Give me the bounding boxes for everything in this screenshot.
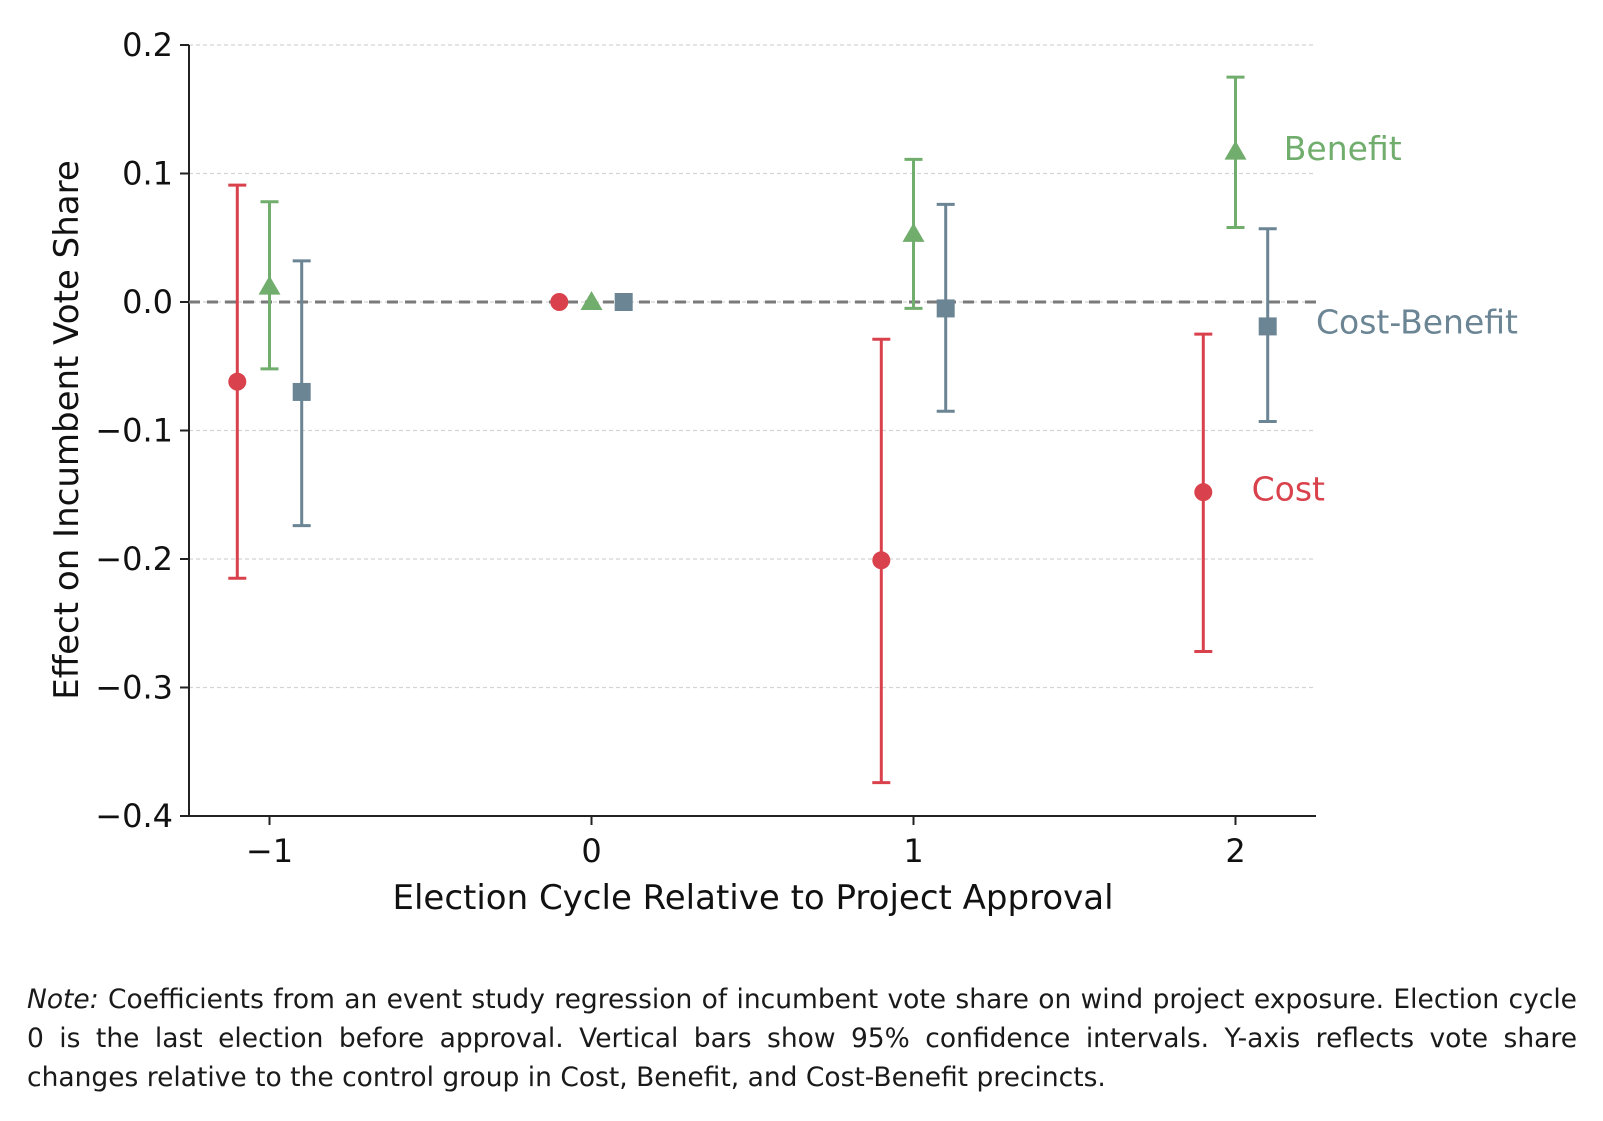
cost-benefit-point bbox=[1258, 317, 1277, 336]
x-tick-label: −1 bbox=[246, 832, 293, 870]
cost-point bbox=[1194, 483, 1213, 502]
cost-point bbox=[228, 372, 247, 391]
benefit-point bbox=[580, 291, 603, 310]
chart-labels: Election Cycle Relative to Project Appro… bbox=[47, 129, 1518, 918]
cost-point bbox=[550, 293, 569, 311]
note-text: Coefficients from an event study regress… bbox=[27, 984, 1577, 1093]
note-label: Note: bbox=[27, 984, 99, 1015]
annotation-cost: Cost bbox=[1252, 470, 1325, 509]
cost-benefit-point bbox=[614, 293, 633, 311]
cost-benefit-point bbox=[936, 299, 955, 318]
annotation-benefit: Benefit bbox=[1284, 129, 1402, 168]
y-tick-label: 0.0 bbox=[122, 283, 173, 321]
cost-benefit-point bbox=[292, 382, 311, 401]
cost-point bbox=[872, 551, 891, 570]
y-tick-label: −0.4 bbox=[95, 797, 173, 835]
y-tick-label: −0.1 bbox=[95, 412, 173, 450]
x-tick-label: 1 bbox=[903, 832, 923, 870]
x-tick-label: 0 bbox=[581, 832, 601, 870]
coefficient-chart: 0.2 0.1 0.0 −0.1 −0.2 −0.3 −0.4 −1 0 1 2 Election … bbox=[47, 26, 1518, 918]
y-axis-label: Effect on Incumbent Vote Share bbox=[47, 160, 87, 700]
x-tick-label: 2 bbox=[1225, 832, 1245, 870]
y-tick-label: −0.3 bbox=[95, 669, 173, 707]
axes: 0.2 0.1 0.0 −0.1 −0.2 −0.3 −0.4 −1 0 1 2 bbox=[95, 26, 1316, 870]
y-tick-label: 0.2 bbox=[122, 26, 173, 64]
data-marks bbox=[228, 75, 1277, 785]
annotation-cost-benefit: Cost-Benefit bbox=[1316, 303, 1518, 342]
x-axis-label: Election Cycle Relative to Project Appro… bbox=[392, 878, 1113, 918]
figure-note: Note: Coefficients from an event study r… bbox=[27, 980, 1577, 1097]
benefit-point bbox=[1224, 140, 1247, 160]
y-tick-label: −0.2 bbox=[95, 540, 173, 578]
benefit-point bbox=[902, 222, 925, 242]
grid-lines bbox=[189, 44, 1316, 817]
benefit-point bbox=[258, 275, 281, 295]
y-tick-label: 0.1 bbox=[122, 155, 173, 193]
